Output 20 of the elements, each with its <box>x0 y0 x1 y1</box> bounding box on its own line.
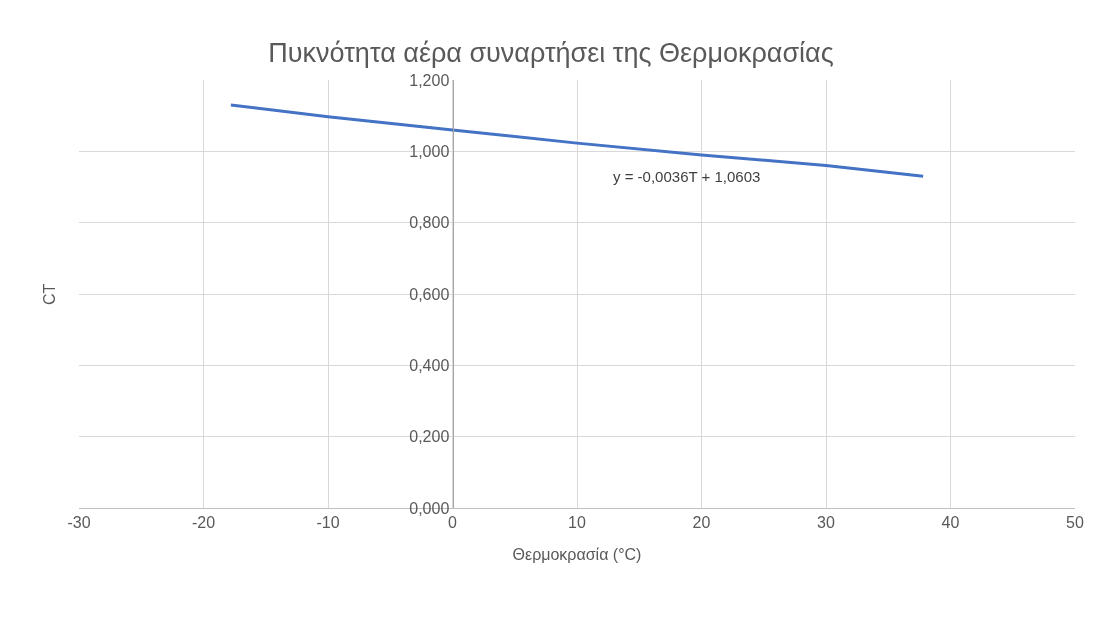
x-tick-label: 20 <box>692 514 711 532</box>
x-tick-label: 40 <box>941 514 960 532</box>
y-tick-label: 1,200 <box>409 71 450 89</box>
chart-title: Πυκνότητα αέρα συναρτήσει της Θερμοκρασίας <box>268 38 834 69</box>
y-tick-label: 0,600 <box>409 285 450 303</box>
x-tick-label: 30 <box>817 514 835 532</box>
x-tick-label: 50 <box>1066 514 1084 532</box>
y-tick-label: 1,000 <box>409 142 450 160</box>
y-tick-label: 0,800 <box>409 214 450 232</box>
x-tick-label: 10 <box>568 514 586 532</box>
x-tick-label: -10 <box>316 514 340 532</box>
x-tick-label: -30 <box>67 514 91 532</box>
y-tick-label: 0,400 <box>409 356 450 374</box>
x-tick-label: 0 <box>448 514 458 532</box>
y-tick-label: 0,200 <box>409 428 450 446</box>
y-axis-title: CT <box>41 283 59 306</box>
y-tick-label: 0,000 <box>409 499 450 517</box>
x-tick-label: -20 <box>191 514 216 532</box>
annotation: y = -0,0036T + 1,0603 <box>613 168 761 185</box>
x-axis-title: Θερμοκρασία (°C) <box>512 545 642 563</box>
